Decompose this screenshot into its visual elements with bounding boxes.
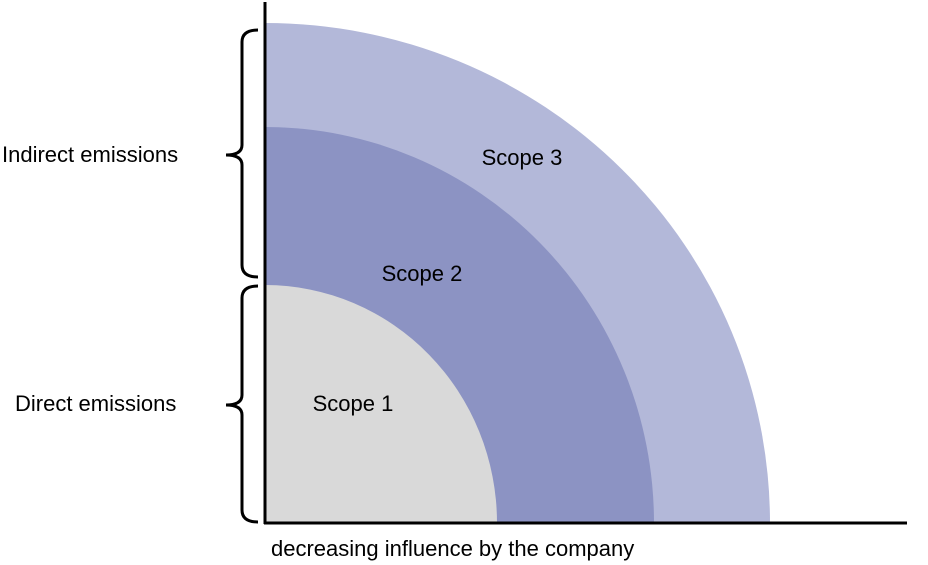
scope-3-label: Scope 3 — [482, 145, 563, 170]
scope-2-label: Scope 2 — [382, 261, 463, 286]
direct-label: Direct emissions — [15, 391, 176, 416]
scope-1-area — [265, 285, 497, 523]
indirect-label: Indirect emissions — [2, 142, 178, 167]
indirect-brace — [225, 28, 259, 279]
scope-1-label: Scope 1 — [313, 391, 394, 416]
direct-brace — [225, 284, 259, 524]
axis-label: decreasing influence by the company — [271, 536, 634, 561]
